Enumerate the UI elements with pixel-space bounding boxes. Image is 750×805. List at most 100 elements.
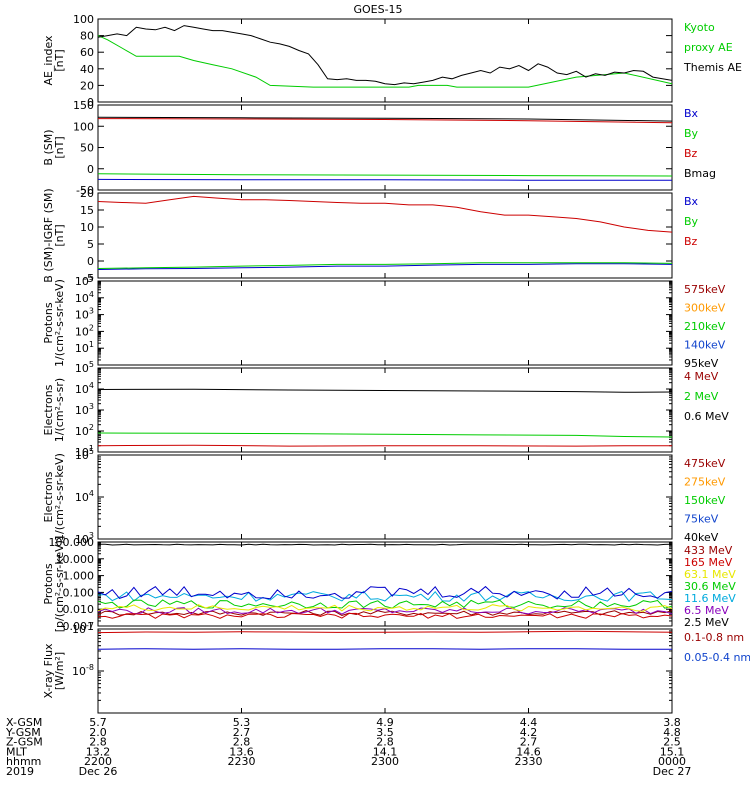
series-11-6-mev: [97, 590, 673, 602]
x-row-value: 2.7: [233, 726, 251, 739]
y-axis-label: Electrons: [42, 471, 55, 522]
legend-entry: By: [684, 215, 699, 228]
y-axis-label: [p/(cm²-s-sr-keV)]: [53, 536, 66, 633]
y-axis-label: B (SM): [42, 129, 55, 165]
y-tick-label: 104: [75, 290, 94, 305]
x-row-value: 14.6: [516, 745, 541, 758]
y-tick-label: 50: [80, 142, 94, 155]
panel-frame: [97, 280, 673, 366]
series-bx: [97, 178, 672, 181]
x-row-value: 3.5: [376, 726, 394, 739]
legend-entry: 0.6 MeV: [684, 410, 729, 423]
panel-frame: [97, 367, 673, 453]
y-axis-label: AE_index: [42, 35, 55, 86]
y-tick-label: 100: [73, 120, 94, 133]
y-tick-label: 20: [80, 79, 94, 92]
series-0-1-0-8-nm: [97, 630, 673, 634]
y-tick-label: 105: [75, 360, 94, 375]
series-2-5-mev: [97, 610, 673, 616]
panel-frame: [97, 18, 673, 103]
y-tick-label: 103: [75, 531, 94, 546]
y-tick-label: 80: [80, 30, 94, 43]
x-row-value: 0000: [658, 755, 686, 768]
x-row-value: 15.1: [660, 745, 685, 758]
series-0-6-mev: [97, 388, 673, 393]
legend-entry: 475keV: [684, 457, 726, 470]
y-tick-label: 15: [80, 204, 94, 217]
panel-ae: 0 20 40 60 80 100 AE_index[nT] Kyoto proxy AE The…: [42, 13, 742, 109]
y-tick-label: 105: [75, 447, 94, 462]
series-by: [97, 173, 673, 177]
legend-entry: 150keV: [684, 494, 726, 507]
panel-frame: [97, 628, 673, 714]
series-63-1-mev: [97, 604, 673, 612]
panel-frame: [97, 541, 673, 627]
y-tick-label: 0: [87, 255, 94, 268]
y-axis-label: 1/(cm²-s-sr-keV): [53, 279, 66, 367]
series-themis-ae: [97, 25, 673, 86]
legend-entry: 6.5 MeV: [684, 604, 729, 617]
y-tick-label: 103: [75, 307, 94, 322]
y-axis-label: [nT]: [53, 136, 66, 158]
legend-entry: Themis AE: [683, 61, 742, 74]
x-row-value: 4.8: [663, 726, 681, 739]
x-row-value: 13.6: [229, 745, 254, 758]
x-row-label: 2019: [6, 765, 34, 778]
series-bx: [97, 263, 673, 270]
y-tick-label: 101: [75, 444, 94, 459]
y-tick-label: 104: [75, 381, 94, 396]
x-row-value: Dec 27: [653, 765, 692, 778]
y-tick-label: 105: [75, 273, 94, 288]
legend-entry: 4 MeV: [684, 370, 719, 383]
series-30-6-mev: [97, 599, 673, 609]
legend-entry: Bz: [684, 235, 698, 248]
y-tick-label: 0.100: [63, 586, 95, 599]
y-tick-label: 5: [87, 238, 94, 251]
x-row-value: 2.0: [89, 726, 107, 739]
legend-entry: 0.1-0.8 nm: [684, 631, 744, 644]
y-tick-label: 102: [75, 323, 94, 338]
y-tick-label: 10-7: [72, 621, 94, 636]
y-axis-label: 1/(cm²-s-sr): [53, 378, 66, 442]
y-axis-label: Electrons: [42, 384, 55, 435]
legend-entry: Bmag: [684, 167, 716, 180]
y-axis-label: [nT]: [53, 224, 66, 246]
legend-entry: Bx: [684, 107, 699, 120]
legend-entry: 40keV: [684, 531, 719, 544]
y-tick-label: 10-8: [72, 663, 94, 678]
x-row-value: 4.4: [520, 716, 538, 729]
y-axis-label: X-ray Flux: [42, 643, 55, 699]
legend-entry: 0.05-0.4 nm: [684, 651, 750, 664]
legend-entry: 75keV: [684, 513, 719, 526]
series-0-05-0-4-nm: [97, 648, 672, 650]
y-tick-label: 1.000: [63, 570, 95, 583]
y-tick-label: 101: [75, 340, 94, 355]
y-axis-label: [W/m²]: [53, 652, 66, 690]
x-row-value: 2.8: [376, 736, 394, 749]
legend-entry: 30.6 MeV: [684, 580, 736, 593]
series-by: [97, 262, 673, 269]
x-row-value: 2300: [371, 755, 399, 768]
legend-entry: 433 MeV: [684, 544, 733, 557]
x-row-value: 2.5: [663, 736, 681, 749]
legend-entry: Bz: [684, 147, 698, 160]
x-row-value: 2330: [515, 755, 543, 768]
panel-bsm: -50 0 50 100 150 B (SM)[nT] Bx By Bz Bmag: [42, 99, 716, 197]
y-tick-label: 150: [73, 99, 94, 112]
x-row-label: Y-GSM: [5, 726, 41, 739]
panel-protons_mev: 0.001 0.010 0.100 1.000 10.000 100.000 Protons…: [42, 536, 736, 633]
y-tick-label: 60: [80, 46, 94, 59]
y-axis-label: [nT]: [53, 49, 66, 71]
series-433-mev: [97, 543, 673, 546]
y-axis-label: B (SM)-IGRF (SM): [42, 188, 55, 282]
y-tick-label: 10: [80, 221, 94, 234]
panel-frame: [97, 454, 673, 540]
y-tick-label: 100: [73, 13, 94, 26]
x-row-value: 4.9: [376, 716, 394, 729]
y-tick-label: 100.000: [49, 536, 95, 549]
y-tick-label: 10.000: [56, 553, 95, 566]
